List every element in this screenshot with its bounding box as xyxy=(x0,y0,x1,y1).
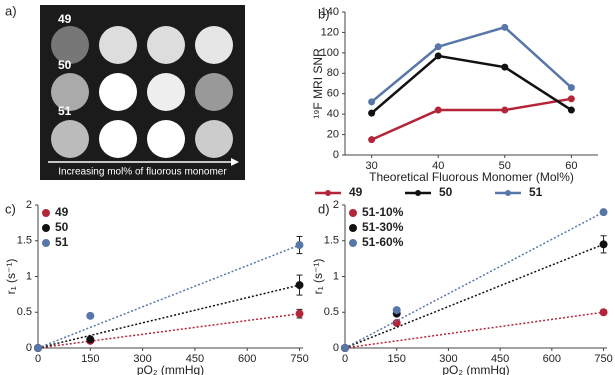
y-tick-label: 0.5 xyxy=(17,306,32,318)
point xyxy=(86,335,94,343)
x-axis-label: Theoretical Fluorous Monomer (Mol%) xyxy=(369,170,574,184)
x-tick-label: 750 xyxy=(594,353,612,365)
trend-line xyxy=(345,244,604,348)
point xyxy=(568,107,575,114)
sample-spot xyxy=(51,120,89,158)
sample-spot xyxy=(99,73,137,111)
y-axis-label: ¹⁹F MRI SNR xyxy=(311,48,325,119)
legend-marker xyxy=(42,209,50,217)
y-tick-label: 20 xyxy=(327,128,339,140)
legend-marker xyxy=(415,190,421,196)
legend-label: 51 xyxy=(529,185,543,199)
point xyxy=(34,344,42,352)
point xyxy=(296,310,304,318)
y-tick-label: 0 xyxy=(333,149,339,161)
y-tick-label: 1.5 xyxy=(17,235,32,247)
y-tick-label: 60 xyxy=(327,88,339,100)
x-tick-label: 600 xyxy=(238,353,256,365)
legend-label: 50 xyxy=(439,185,453,199)
sample-spot xyxy=(147,120,185,158)
legend-marker xyxy=(349,239,357,247)
point xyxy=(393,306,401,314)
trend-line xyxy=(38,285,300,348)
point xyxy=(341,344,349,352)
x-tick-label: 0 xyxy=(35,353,41,365)
point xyxy=(368,110,375,117)
y-tick-label: 80 xyxy=(327,67,339,79)
y-tick-label: 0.5 xyxy=(324,306,339,318)
legend-label: 51 xyxy=(55,235,69,249)
x-tick-label: 750 xyxy=(290,353,308,365)
point xyxy=(600,208,608,216)
point xyxy=(501,107,508,114)
sample-spot xyxy=(99,26,137,64)
series-line xyxy=(372,99,572,140)
trend-line xyxy=(38,245,300,348)
sample-spot xyxy=(195,26,233,64)
point xyxy=(368,98,375,105)
y-tick-label: 140 xyxy=(321,6,339,18)
y-tick-label: 0 xyxy=(333,342,339,354)
y-tick-label: 120 xyxy=(321,26,339,38)
point xyxy=(296,281,304,289)
legend-label: 51-10% xyxy=(362,205,404,219)
sample-spot xyxy=(147,73,185,111)
point xyxy=(501,24,508,31)
y-tick-label: 2 xyxy=(26,199,32,211)
row-label: 50 xyxy=(58,58,72,72)
panel-label: d) xyxy=(318,201,330,216)
point xyxy=(600,308,608,316)
x-tick-label: 0 xyxy=(342,353,348,365)
x-tick-label: 150 xyxy=(81,353,99,365)
row-label: 49 xyxy=(58,12,72,26)
legend-label: 50 xyxy=(55,220,69,234)
legend-label: 51-60% xyxy=(362,235,404,249)
sample-spot xyxy=(99,120,137,158)
y-tick-label: 1 xyxy=(333,270,339,282)
point xyxy=(86,312,94,320)
y-axis-label: r₁ (s⁻¹) xyxy=(311,259,325,295)
y-tick-label: 2 xyxy=(333,199,339,211)
figure: a)495051Increasing mol% of fluorous mono… xyxy=(0,0,615,375)
legend-label: 49 xyxy=(55,205,69,219)
panel-label: c) xyxy=(5,201,16,216)
y-tick-label: 1 xyxy=(26,270,32,282)
y-tick-label: 0 xyxy=(26,342,32,354)
panel-label: a) xyxy=(5,3,17,18)
x-tick-label: 150 xyxy=(388,353,406,365)
legend-marker xyxy=(325,190,331,196)
x-tick-label: 600 xyxy=(543,353,561,365)
legend-label: 49 xyxy=(349,185,363,199)
sample-spot xyxy=(195,120,233,158)
sample-spot xyxy=(195,73,233,111)
y-tick-label: 40 xyxy=(327,108,339,120)
legend-marker xyxy=(505,190,511,196)
legend-marker xyxy=(42,224,50,232)
row-label: 51 xyxy=(58,104,72,118)
legend-label: 51-30% xyxy=(362,220,404,234)
trend-line xyxy=(345,312,604,348)
sample-spot xyxy=(147,26,185,64)
point xyxy=(600,240,608,248)
legend-marker xyxy=(349,224,357,232)
legend-marker xyxy=(349,209,357,217)
caption: Increasing mol% of fluorous monomer xyxy=(58,167,227,178)
point xyxy=(568,84,575,91)
point xyxy=(568,95,575,102)
point xyxy=(435,43,442,50)
point xyxy=(435,107,442,114)
x-axis-label: pO₂ (mmHg) xyxy=(442,363,509,375)
point xyxy=(435,52,442,59)
x-axis-label: pO₂ (mmHg) xyxy=(137,363,204,375)
y-axis-label: r₁ (s⁻¹) xyxy=(4,259,18,295)
trend-line xyxy=(38,314,300,348)
point xyxy=(296,241,304,249)
point xyxy=(368,136,375,143)
point xyxy=(501,64,508,71)
legend-marker xyxy=(42,239,50,247)
y-tick-label: 1.5 xyxy=(324,235,339,247)
